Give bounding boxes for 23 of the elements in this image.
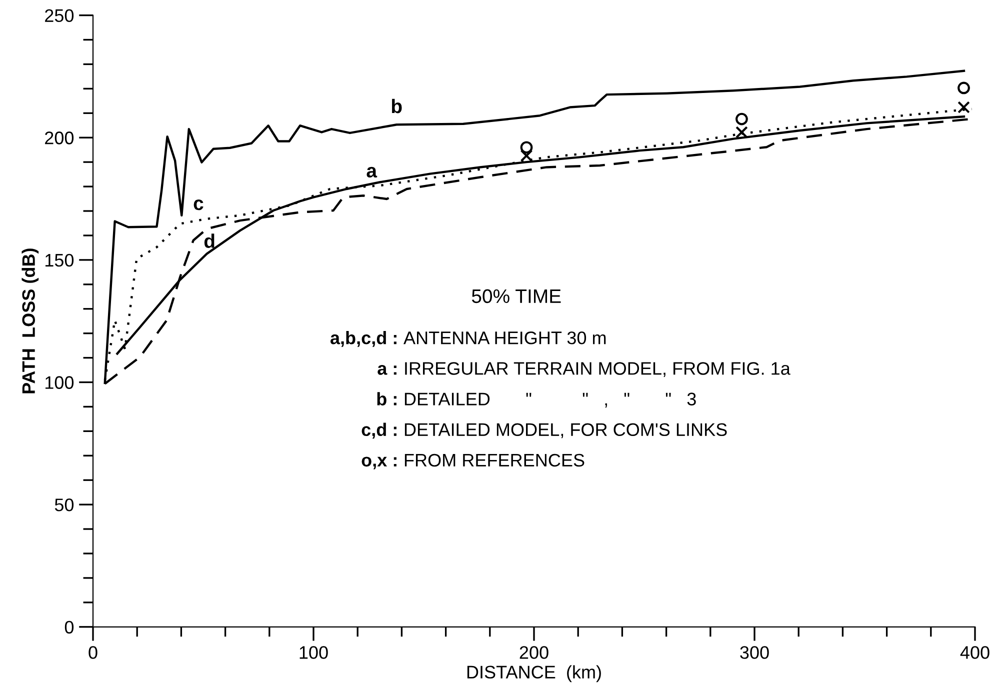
x-tick-label: 0 (88, 646, 98, 659)
annotation: b (392, 98, 402, 114)
annotation: c,d : DETAILED MODEL, FOR COM'S LINKS (362, 422, 727, 439)
y-tick-label: 250 (45, 9, 74, 22)
annotation: a : IRREGULAR TERRAIN MODEL, FROM FIG. 1a (378, 362, 790, 377)
y-tick-label: 150 (46, 254, 74, 267)
annotation: a (366, 166, 378, 178)
x-tick-label: 400 (960, 646, 990, 659)
x-tick-label: 200 (520, 646, 548, 659)
y-tick-label: 0 (64, 620, 74, 634)
annotation: 50% TIME (472, 289, 561, 304)
annotation: d (204, 234, 214, 248)
y-tick-label: 50 (54, 498, 74, 512)
x-tick-label: 100 (300, 646, 328, 659)
annotation: b : DETAILED " " , " " 3 (377, 392, 696, 408)
annotation: a,b,c,d : ANTENNA HEIGHT 30 m (330, 331, 606, 347)
x-axis-title: DISTANCE (km) (467, 665, 601, 682)
annotation: o,x : FROM REFERENCES (362, 454, 584, 470)
x-tick-label: 300 (740, 646, 769, 659)
y-tick-label: 100 (46, 376, 74, 389)
y-tick-label: 200 (45, 132, 74, 144)
y-axis-title: PATH LOSS (dB) (22, 248, 39, 394)
annotation: c (194, 200, 204, 210)
